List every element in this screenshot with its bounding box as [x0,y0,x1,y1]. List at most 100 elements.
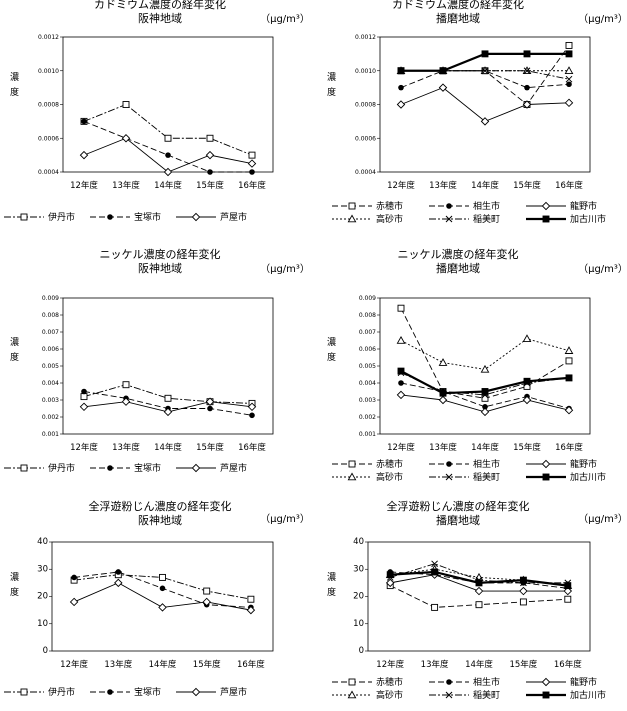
legend-label: 赤穂市 [376,200,403,212]
data-point [519,598,527,606]
x-tick-label: 16年度 [554,659,582,670]
y-tick-label: 0.007 [42,329,59,336]
chart-title: カドミウム濃度の経年変化 [94,0,226,11]
x-tick-label: 12年度 [387,442,415,453]
data-point [79,150,89,160]
data-point [523,67,531,75]
legend-label: 宝塚市 [134,211,161,223]
data-point [439,389,447,397]
y-axis-label: 度 [327,586,336,598]
x-tick-label: 12年度 [376,659,404,670]
data-point [397,367,405,375]
data-point [398,380,404,386]
data-point [480,364,490,373]
unit-label: （μg/m³） [578,263,627,275]
x-tick-label: 15年度 [193,659,221,670]
chart-title: カドミウム濃度の経年変化 [392,0,524,11]
x-tick-label: 13年度 [112,180,140,191]
data-point [247,595,255,603]
legend-label: 宝塚市 [134,686,161,698]
x-tick-label: 16年度 [238,180,266,191]
y-tick-label: 0.0004 [38,169,59,176]
unit-label: （μg/m³） [260,513,310,525]
series-芦屋市 [79,134,257,177]
x-tick-label: 16年度 [237,659,265,670]
series-芦屋市 [79,397,257,417]
legend-label: 芦屋市 [220,686,247,698]
x-tick-label: 14年度 [149,659,177,670]
y-axis-label: 濃 [327,336,336,348]
legend-marker [107,214,113,220]
x-tick-label: 14年度 [154,180,182,191]
data-point [431,560,438,568]
data-point [122,101,130,108]
legend-label: 赤穂市 [376,458,403,470]
data-point [249,412,255,419]
data-point [565,75,573,83]
series-line [83,103,253,156]
unit-label: （μg/m³） [260,13,310,25]
data-point [438,395,448,405]
series-加古川市 [397,367,573,397]
data-point [158,603,167,612]
y-tick-label: 0.0012 [355,34,376,41]
data-point [565,50,573,58]
x-tick-label: 14年度 [471,442,499,453]
legend-marker [445,215,453,223]
y-tick-label: 0.0008 [355,102,376,109]
data-point [564,405,574,415]
legend-label: 加古川市 [570,471,606,483]
data-point [438,83,448,92]
series-加古川市 [397,50,573,75]
x-tick-label: 14年度 [471,180,499,191]
chart-title: ニッケル濃度の経年変化 [398,247,519,261]
data-point [522,100,532,109]
legend-marker [542,691,550,699]
legend-marker [347,472,357,481]
y-tick-label: 0.0010 [355,68,376,75]
data-point [522,334,532,343]
unit-label: （μg/m³） [578,13,627,25]
data-point [565,374,573,382]
legend-label: 高砂市 [376,689,403,701]
legend-marker [107,689,113,695]
data-point [481,394,489,402]
data-point [114,578,123,588]
series-line [400,338,570,370]
data-point [165,152,171,158]
data-point [206,134,214,142]
series-伊丹市 [80,101,256,159]
data-point [207,169,213,175]
data-point [385,578,395,588]
data-point [398,84,404,91]
chart-title: 全浮遊粉じん濃度の経年変化 [89,499,232,513]
data-point [523,50,531,58]
legend-marker [20,213,28,221]
y-tick-label: 10 [37,619,48,629]
data-point [564,98,574,108]
x-tick-label: 15年度 [196,442,224,453]
legend-label: 相生市 [473,676,500,688]
data-point [519,586,528,596]
data-point [564,582,572,590]
data-point [475,579,483,587]
x-tick-label: 14年度 [154,442,182,453]
data-point [397,304,405,312]
y-tick-label: 0 [359,646,364,656]
data-point [71,574,77,581]
x-tick-label: 13年度 [429,442,457,453]
series-龍野市 [396,83,574,126]
data-point [396,335,406,344]
y-axis-label: 度 [10,586,19,598]
legend-marker [191,687,201,697]
y-tick-label: 0.007 [359,329,376,336]
legend-label: 赤穂市 [376,676,403,688]
series-加古川市 [386,568,572,590]
y-axis-label: 濃 [10,336,19,348]
data-point [246,605,256,615]
chart-title: 全浮遊粉じん濃度の経年変化 [387,499,530,513]
